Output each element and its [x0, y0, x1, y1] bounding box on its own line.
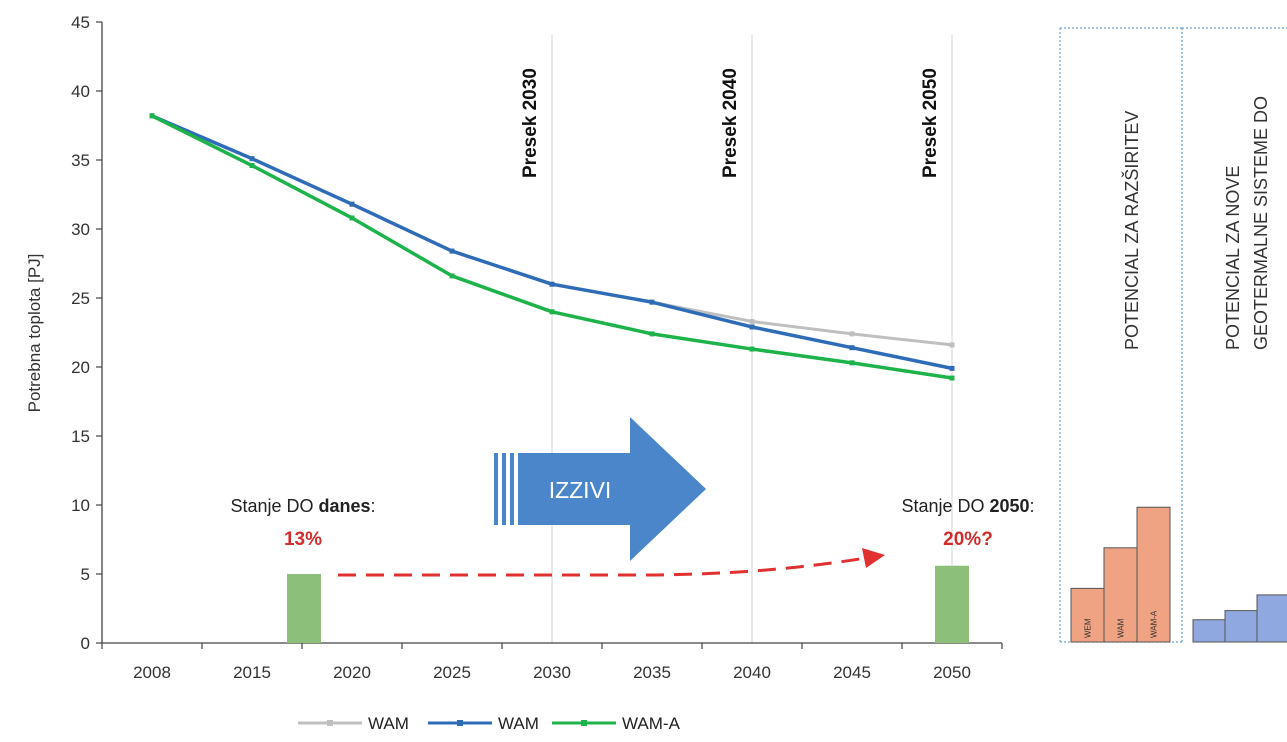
stanje-percent: 20%?: [943, 529, 993, 550]
legend-marker: [581, 720, 587, 726]
series-point: [949, 342, 955, 348]
dashed-arrow-head: [862, 548, 885, 568]
x-tick-label: 2035: [633, 663, 671, 682]
series-point: [149, 113, 155, 119]
y-tick-label: 30: [71, 220, 90, 239]
x-tick-label: 2008: [133, 663, 171, 682]
y-tick-label: 40: [71, 82, 90, 101]
side-bar-label: WAM: [1117, 618, 1126, 638]
y-tick-label: 0: [81, 634, 90, 653]
series-point: [749, 324, 755, 330]
side-bar: [1192, 619, 1226, 643]
stanje-percent: 13%: [284, 529, 322, 550]
side-panel-title: POTENCIAL ZA RAZŠIRITEV: [1121, 111, 1142, 350]
presek-label: Presek 2040: [720, 68, 741, 178]
series-point: [949, 365, 955, 371]
dashed-trend-arrow: [338, 556, 867, 577]
arrow-stripe: [502, 453, 506, 525]
x-tick-label: 2045: [833, 663, 871, 682]
series-point: [449, 248, 455, 254]
side-bar: [1224, 610, 1258, 643]
series-point: [349, 215, 355, 221]
series-point: [849, 345, 855, 351]
side-panels: POTENCIAL ZA RAZŠIRITEV WEM WAM WAM-A POTENC…: [1059, 27, 1287, 643]
stanje-label: Stanje DO 2050:: [901, 496, 1034, 516]
side-bar: [1103, 547, 1138, 643]
series-point: [749, 318, 755, 324]
arrow-stripe: [510, 453, 514, 525]
legend-label: WAM: [498, 714, 539, 733]
series-point: [849, 360, 855, 366]
legend-marker: [327, 720, 333, 726]
presek-label: Presek 2050: [920, 68, 941, 178]
legend-marker: [457, 720, 463, 726]
series-point: [749, 346, 755, 352]
series-point: [949, 375, 955, 381]
izzivi-label: IZZIVI: [549, 477, 612, 503]
side-bar: [1256, 594, 1287, 643]
legend-label: WAM: [368, 714, 409, 733]
grid-lines: [551, 35, 953, 643]
series-lines: [149, 113, 955, 381]
series-point: [449, 273, 455, 279]
y-tick-label: 15: [71, 427, 90, 446]
series-point: [649, 331, 655, 337]
presek-label: Presek 2030: [520, 68, 541, 178]
y-tick-label: 35: [71, 151, 90, 170]
x-tick-label: 2015: [233, 663, 271, 682]
x-tick-label: 2050: [933, 663, 971, 682]
x-tick-label: 2020: [333, 663, 371, 682]
green-bar: [287, 574, 321, 643]
side-panel-frame: [1059, 27, 1182, 642]
series-point: [649, 299, 655, 305]
izzivi-arrow: [518, 417, 706, 561]
side-bar-label: WEM: [1084, 618, 1093, 638]
side-panel-title: GEOTERMALNE SISTEME DO: [1251, 96, 1271, 350]
y-axis-title: Potrebna toplota [PJ]: [25, 254, 44, 413]
legend-label: WAM-A: [622, 714, 681, 733]
side-bar: [1070, 587, 1105, 643]
arrow-stripe: [494, 453, 498, 525]
series-point: [249, 156, 255, 162]
x-tick-label: 2030: [533, 663, 571, 682]
x-tick-label: 2040: [733, 663, 771, 682]
series-point: [849, 331, 855, 337]
y-tick-label: 45: [71, 13, 90, 32]
y-tick-label: 20: [71, 358, 90, 377]
y-tick-label: 25: [71, 289, 90, 308]
side-bar-label: WAM-A: [1150, 610, 1159, 638]
green-bars: [287, 565, 969, 643]
side-panel-title: POTENCIAL ZA NOVE: [1223, 166, 1243, 350]
green-bar: [935, 565, 969, 643]
series-point: [549, 309, 555, 315]
series-point: [349, 201, 355, 207]
stanje-label: Stanje DO danes:: [230, 496, 375, 516]
side-panel-frame: [1181, 27, 1287, 642]
annotations: Presek 2030 Presek 2040 Presek 2050 IZZIVI S…: [230, 68, 1035, 577]
series-point: [549, 281, 555, 287]
y-tick-label: 5: [81, 565, 90, 584]
side-bar: [1136, 506, 1171, 643]
y-tick-label: 10: [71, 496, 90, 515]
legend: WAM WAM WAM-A: [298, 714, 681, 733]
x-tick-label: 2025: [433, 663, 471, 682]
series-point: [249, 163, 255, 169]
